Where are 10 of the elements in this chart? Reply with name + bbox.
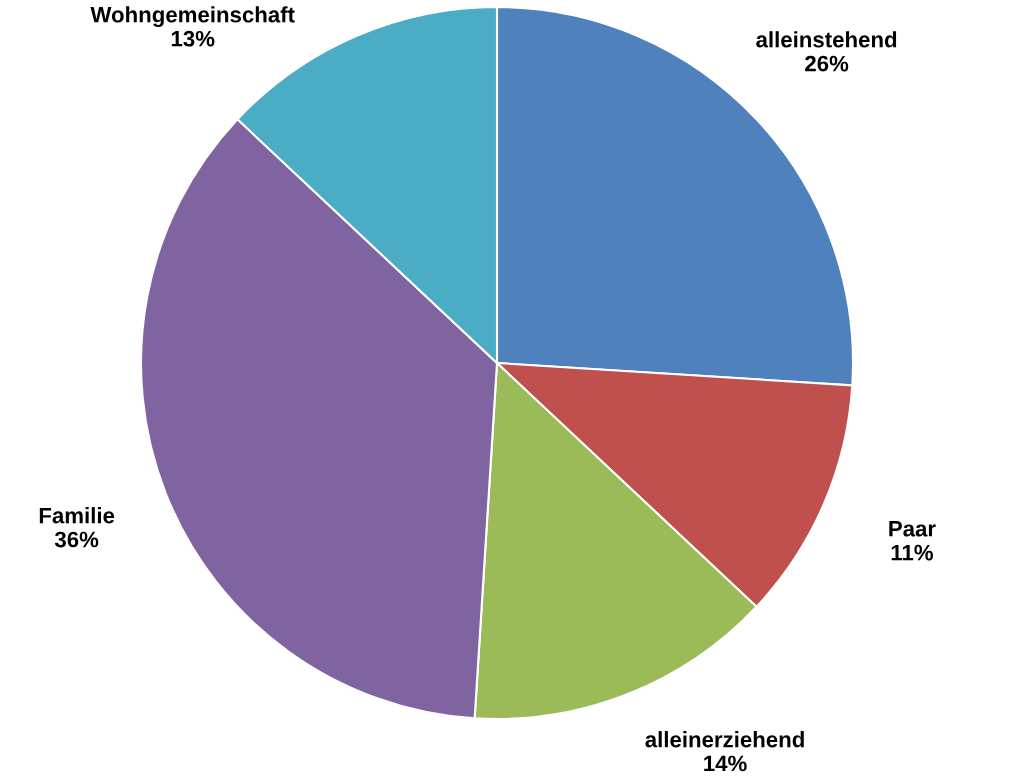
data-label: 11%	[891, 544, 933, 561]
data-label: 26%	[805, 55, 849, 72]
slice-label: Familie	[39, 507, 115, 524]
slice-label: alleinstehend	[756, 31, 897, 48]
slice-label: Paar	[889, 521, 936, 537]
data-label: 13%	[171, 30, 215, 47]
data-label: 36%	[54, 531, 99, 548]
slice-label: alleinerziehend	[645, 731, 804, 748]
slice-label: Wohngemeinschaft	[90, 6, 295, 28]
data-label: 14%	[704, 755, 747, 772]
